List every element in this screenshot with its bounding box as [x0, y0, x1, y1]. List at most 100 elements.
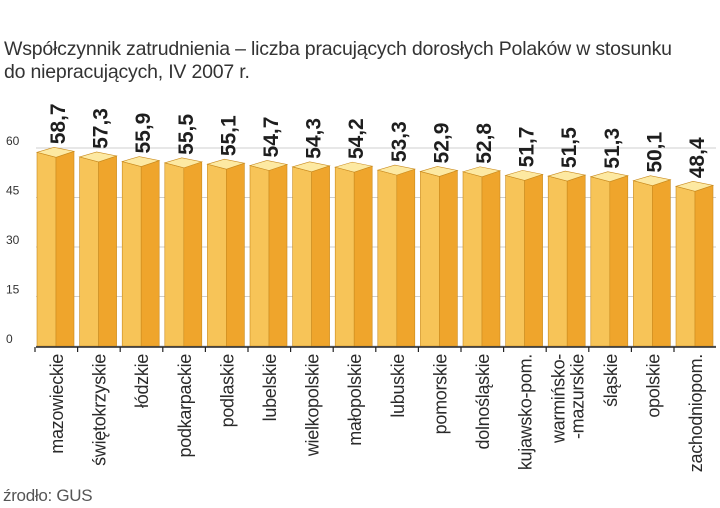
- bars: 58,7 57,3 55,9 55,5 55,1 54,7 54,3 54,2 53,3 52,9…: [35, 103, 715, 347]
- x-category-label: podkarpackie: [175, 354, 195, 458]
- bar-left-face: [249, 165, 270, 347]
- x-category-label: mazowieckie: [47, 354, 67, 454]
- bar: 57,3: [78, 108, 118, 347]
- bar: 54,2: [334, 118, 374, 347]
- x-category-label: kujawsko-pom.: [516, 354, 536, 470]
- bar-right-face: [694, 184, 714, 347]
- bar: 51,3: [589, 128, 629, 347]
- bar-top-face: [461, 166, 502, 178]
- bar-right-face: [481, 170, 501, 347]
- bar-left-face: [505, 175, 525, 347]
- bar-value-label: 51,3: [601, 128, 624, 169]
- bar-left-face: [292, 166, 312, 347]
- x-axis: [34, 346, 716, 352]
- bar-left-face: [334, 166, 355, 347]
- bar-left-face: [36, 151, 57, 347]
- y-tick-label: 30: [6, 233, 20, 247]
- bar-value-label: 52,9: [430, 123, 453, 164]
- bar-right-face: [268, 164, 288, 347]
- y-tick-label: 60: [6, 134, 20, 148]
- chart-title-line-1: Współczynnik zatrudnienia – liczba pracu…: [4, 38, 672, 60]
- bar-value-label: 53,3: [388, 121, 411, 162]
- bar-right-face: [566, 174, 586, 347]
- bar: 52,9: [419, 123, 459, 347]
- x-category-label: dolnośląskie: [473, 354, 493, 450]
- bar-left-face: [207, 163, 227, 347]
- bar-value-label: 55,9: [132, 113, 155, 154]
- bar-right-face: [55, 150, 75, 347]
- bar-right-face: [609, 175, 629, 347]
- chart-title: Współczynnik zatrudnienia – liczba pracu…: [4, 38, 716, 84]
- y-axis-ticks: 0 15 30 45 60: [6, 134, 20, 346]
- bar-top-face: [121, 156, 161, 167]
- bar-value-label: 55,1: [217, 115, 240, 156]
- bar: 58,7: [35, 103, 76, 347]
- x-category-label: -mazurskie: [568, 354, 588, 439]
- bar-left-face: [590, 176, 611, 347]
- bar-left-face: [462, 171, 483, 347]
- y-tick-label: 0: [6, 332, 13, 346]
- bar-top-face: [35, 146, 76, 158]
- bar-top-face: [376, 164, 416, 176]
- bar-right-face: [353, 165, 373, 347]
- bar-right-face: [140, 160, 160, 347]
- bar: 53,3: [376, 121, 416, 347]
- bar-top-face: [547, 170, 587, 182]
- bar-right-face: [652, 179, 671, 347]
- bar-right-face: [98, 155, 117, 347]
- bar: 55,1: [206, 115, 246, 347]
- bar-value-label: 57,3: [90, 108, 113, 149]
- x-category-label: małopolskie: [345, 354, 365, 446]
- bar-value-label: 54,3: [303, 118, 326, 159]
- bar-top-face: [206, 158, 246, 170]
- bar: 51,5: [547, 127, 587, 347]
- bar: 50,1: [632, 131, 672, 347]
- bar: 54,3: [291, 118, 331, 347]
- bar: 55,9: [121, 113, 161, 347]
- x-category-label: łódzkie: [132, 354, 152, 408]
- x-category-label: wielkopolskie: [303, 354, 323, 457]
- bar-right-face: [524, 173, 543, 347]
- x-category-label: świętokrzyskie: [90, 354, 110, 466]
- bar-top-face: [674, 180, 715, 192]
- bar-value-label: 55,5: [175, 114, 198, 155]
- x-category-label: lubelskie: [260, 354, 280, 422]
- bar-top-face: [632, 175, 672, 186]
- source-note: źrodło: GUS: [3, 486, 93, 505]
- x-category-label: śląskie: [601, 354, 621, 407]
- bar: 52,8: [461, 123, 502, 347]
- bar-value-label: 50,1: [643, 131, 666, 172]
- bar-top-face: [334, 161, 374, 173]
- bar-value-label: 54,7: [260, 117, 283, 158]
- bar-left-face: [675, 185, 696, 347]
- bar-top-face: [419, 166, 459, 177]
- bar-left-face: [121, 161, 142, 347]
- bar-top-face: [504, 170, 544, 181]
- x-category-label: pomorskie: [430, 354, 450, 435]
- bar-value-label: 48,4: [686, 137, 709, 178]
- x-category-label: zachodniopom.: [686, 354, 706, 472]
- bar-right-face: [226, 162, 245, 347]
- bar-right-face: [311, 165, 330, 347]
- bar-top-face: [248, 160, 289, 171]
- bar-right-face: [396, 168, 416, 347]
- bar-top-face: [291, 161, 331, 173]
- bar-value-label: 54,2: [345, 118, 368, 159]
- bar-value-label: 51,7: [516, 127, 539, 168]
- y-tick-label: 15: [6, 283, 20, 297]
- bar: 51,7: [504, 127, 544, 347]
- bar-value-label: 51,5: [558, 127, 581, 168]
- x-axis-labels: mazowieckie świętokrzyskie łódzkie podkarpa…: [47, 354, 706, 472]
- bar: 54,7: [248, 117, 289, 347]
- bar-right-face: [183, 161, 203, 347]
- x-category-label: warmińsko-: [549, 354, 569, 444]
- bar-left-face: [547, 175, 568, 347]
- y-tick-label: 45: [6, 184, 20, 198]
- bar-left-face: [377, 169, 398, 347]
- bar: 48,4: [674, 137, 715, 347]
- x-category-label: opolskie: [643, 354, 663, 418]
- bar-top-face: [589, 171, 629, 183]
- chart-title-line-2: do niepracujących, IV 2007 r.: [4, 61, 250, 83]
- bar-left-face: [633, 180, 653, 347]
